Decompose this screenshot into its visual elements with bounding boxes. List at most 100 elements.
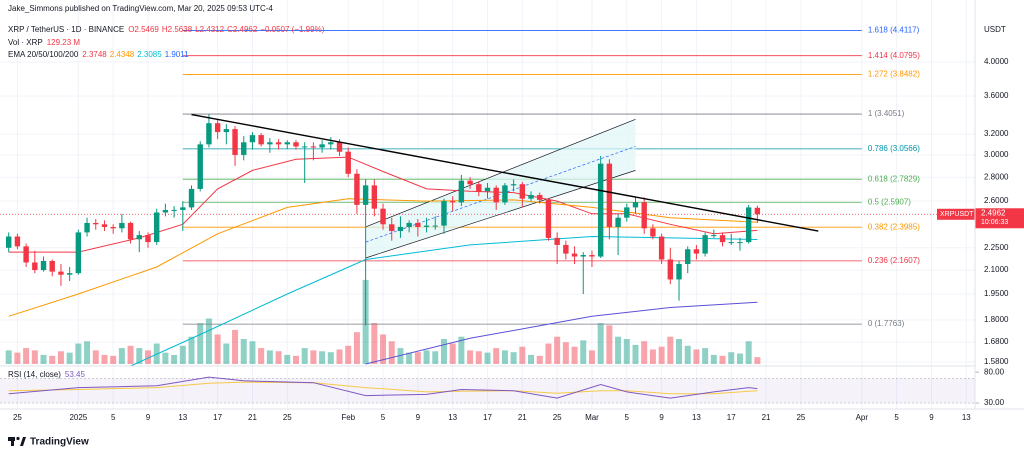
volume-bar <box>171 354 178 364</box>
volume-bar <box>240 339 247 364</box>
volume-bar <box>284 354 291 364</box>
volume-bar <box>380 334 387 364</box>
fib-label: 0 (1.7763) <box>868 319 905 328</box>
volume-bar <box>562 342 569 364</box>
volume-bar <box>449 343 456 364</box>
x-tick-label: 9 <box>146 413 151 422</box>
candle-body <box>249 135 256 143</box>
volume-bar <box>258 348 265 364</box>
volume-bar <box>501 350 508 364</box>
fib-label: 1.272 (3.8482) <box>868 70 920 79</box>
brand-logo <box>8 436 26 446</box>
candle-body <box>676 263 682 280</box>
channel-upper <box>365 118 636 228</box>
volume-label: Vol · XRP <box>8 38 43 47</box>
candle-body <box>406 222 412 227</box>
candle-body <box>171 209 177 211</box>
candle-body <box>293 142 299 147</box>
candle-body <box>188 188 195 208</box>
volume-bar <box>571 346 578 364</box>
volume-bar <box>388 341 395 364</box>
candle-body <box>127 222 134 240</box>
price-tag-value: 2.4962 <box>981 208 1006 217</box>
candle-body <box>267 142 273 145</box>
ema-label: EMA 20/50/100/200 <box>8 50 79 59</box>
volume-bar <box>702 348 709 364</box>
volume-bar <box>606 325 613 364</box>
candle-body <box>145 235 151 243</box>
candle-body <box>23 246 29 263</box>
x-tick-label: 17 <box>727 413 736 422</box>
volume-bar <box>728 352 735 364</box>
volume-bar <box>475 351 482 364</box>
volume-bar <box>319 351 326 364</box>
x-tick-label: 25 <box>553 413 562 422</box>
candle-body <box>632 202 639 208</box>
symbol-tag-label: XRPUSDT <box>940 211 974 218</box>
candle-body <box>110 226 116 229</box>
rsi-tick-label: 80.00 <box>984 367 1005 376</box>
x-tick-label: Mar <box>585 413 599 422</box>
volume-bar <box>345 345 352 364</box>
x-tick-label: 9 <box>659 413 664 422</box>
candle-body <box>658 236 665 260</box>
volume-bar <box>101 354 108 364</box>
candle-body <box>162 209 169 213</box>
volume-line: Vol · XRP 129.23 M <box>8 38 80 47</box>
volume-bar <box>49 355 56 364</box>
volume-bar <box>397 348 404 364</box>
volume-bar <box>440 339 447 364</box>
fib-label: 0.5 (2.5907) <box>868 197 911 206</box>
fib-label: 0.236 (2.1607) <box>868 256 920 265</box>
candle-body <box>223 129 230 133</box>
candle-body <box>40 260 47 271</box>
volume-bar <box>110 355 117 364</box>
volume-bar <box>710 354 717 364</box>
candle-body <box>232 129 238 155</box>
candle-body <box>197 144 203 189</box>
x-tick-label: 17 <box>483 413 492 422</box>
x-tick-label: 13 <box>692 413 701 422</box>
y-tick-label: 2.1000 <box>984 265 1009 274</box>
volume-bar <box>641 341 648 364</box>
currency: USDT <box>984 25 1006 34</box>
volume-bar <box>719 355 726 364</box>
candle-body <box>467 180 473 185</box>
candle-body <box>484 187 491 192</box>
x-tick-label: 25 <box>13 413 22 422</box>
volume-bar <box>353 332 360 364</box>
candle-body <box>519 184 526 199</box>
candle-body <box>301 146 308 148</box>
candle-body <box>432 225 438 227</box>
volume-bar <box>423 350 430 364</box>
ema-line <box>8 198 758 317</box>
candle-body <box>728 242 734 244</box>
candle-body <box>258 135 264 145</box>
volume-bar <box>623 339 630 364</box>
volume-bar <box>84 341 91 364</box>
volume-bar <box>75 343 82 364</box>
low: L2.4312 <box>195 25 224 34</box>
ema-line <box>8 156 758 253</box>
rsi-label: RSI (14, close) <box>8 370 61 379</box>
fib-label: 0.618 (2.7829) <box>868 174 920 183</box>
ema-value: 1.9011 <box>165 50 189 59</box>
y-tick-label: 1.8000 <box>984 315 1009 324</box>
volume-bar <box>66 352 73 364</box>
candle-body <box>380 208 386 225</box>
volume-bar <box>414 352 421 364</box>
volume-bar <box>519 346 526 364</box>
volume-bar <box>23 348 30 364</box>
candle-body <box>571 253 578 257</box>
volume-bar <box>458 336 465 364</box>
candle-body <box>32 262 38 271</box>
volume-bar <box>57 351 64 364</box>
volume-bar <box>580 340 587 364</box>
change: −0.0507 (−1.99%) <box>260 25 324 34</box>
volume-bar <box>179 345 186 364</box>
candle-body <box>719 235 726 243</box>
candle-body <box>711 235 717 237</box>
candle-body <box>397 226 404 232</box>
candle-body <box>362 185 369 205</box>
volume-bar <box>40 354 47 364</box>
